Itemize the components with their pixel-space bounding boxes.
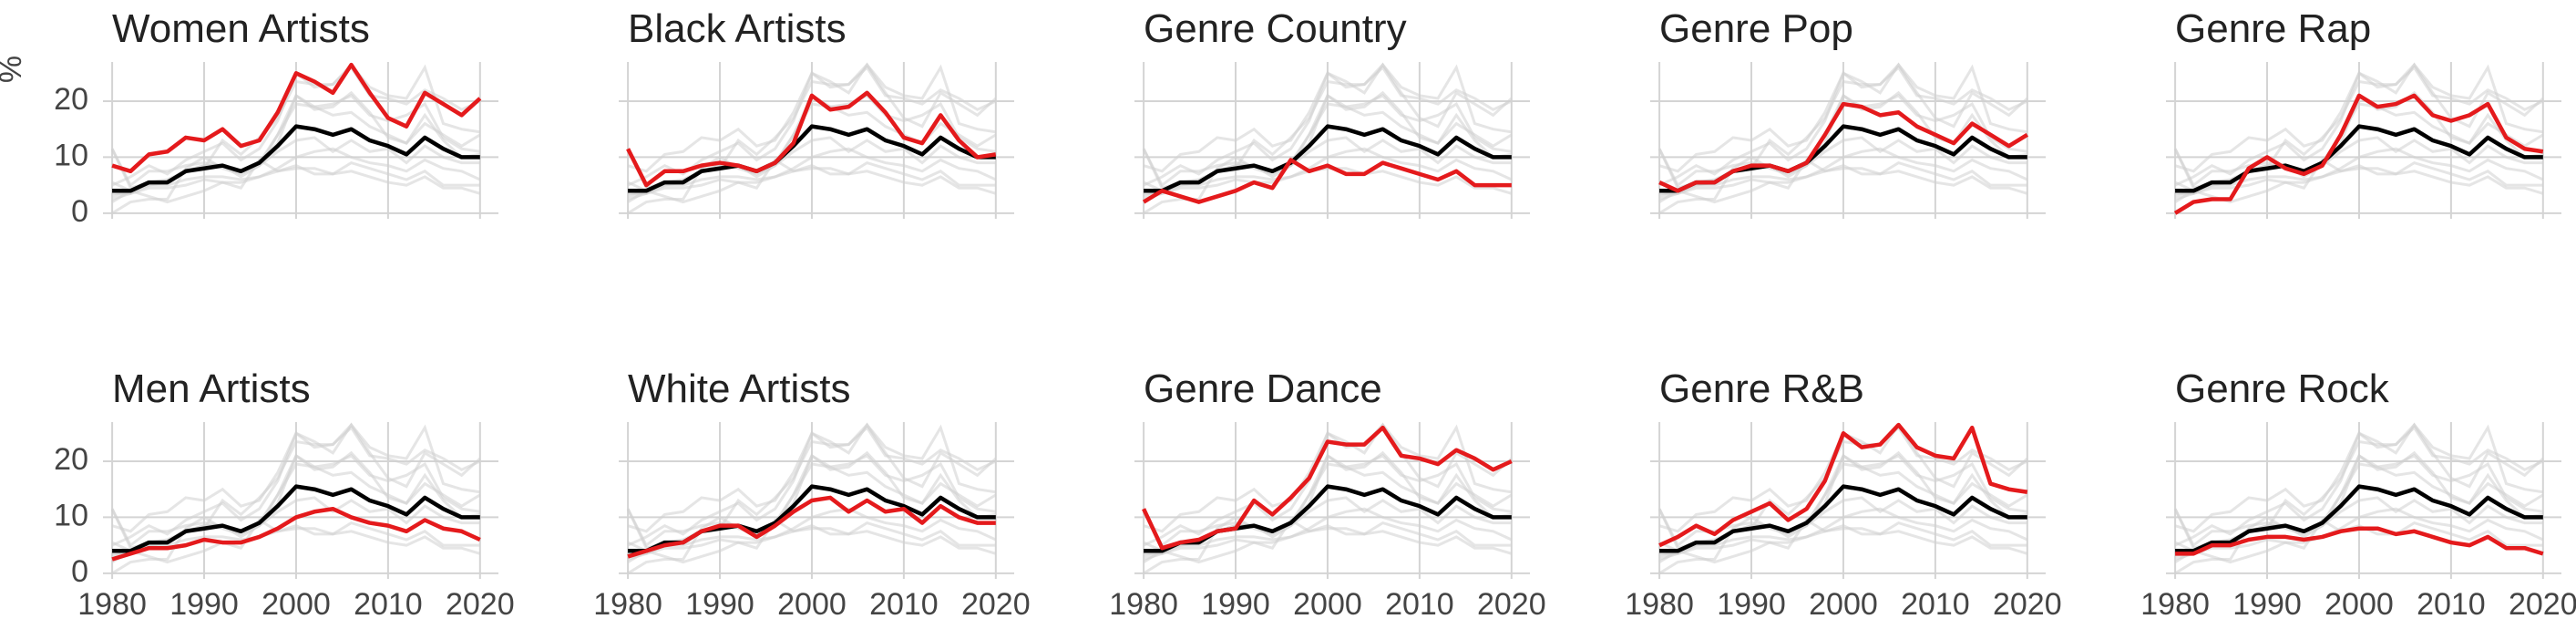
background-line — [1143, 62, 1513, 187]
x-tick-label: 1980 — [1109, 587, 1178, 619]
panel-title: Genre Country — [1144, 6, 1407, 51]
x-tick-label: 2010 — [2417, 587, 2486, 619]
background-line — [1658, 147, 2028, 201]
overall-line — [1659, 484, 2027, 553]
x-tick-label: 2000 — [2325, 587, 2394, 619]
background-line — [112, 527, 481, 555]
background-line — [1144, 527, 1513, 555]
background-line — [1144, 167, 1513, 195]
highlight-line — [2175, 526, 2544, 556]
panel-title: Genre Rock — [2175, 366, 2390, 411]
x-tick-label: 2000 — [777, 587, 847, 619]
x-tick-label: 2020 — [446, 587, 515, 619]
x-tick-label: 1990 — [1201, 587, 1270, 619]
x-tick-label: 2020 — [2509, 587, 2576, 619]
x-tick-label: 1990 — [169, 587, 239, 619]
highlight-line — [626, 90, 997, 188]
x-tick-label: 2010 — [354, 587, 423, 619]
background-line — [2174, 453, 2544, 575]
background-line — [1143, 507, 1513, 561]
background-line — [2175, 167, 2544, 195]
background-line — [1143, 93, 1513, 215]
background-line — [1658, 93, 2028, 215]
background-line — [2174, 422, 2544, 547]
background-line — [112, 167, 481, 195]
x-tick-label: 1980 — [1625, 587, 1694, 619]
y-tick-label: 20 — [54, 442, 88, 477]
background-line — [1658, 158, 2027, 204]
panel-title: Genre Dance — [1144, 366, 1382, 411]
background-line — [627, 507, 997, 561]
background-line — [1659, 527, 2028, 555]
x-tick-label: 2010 — [1385, 587, 1454, 619]
background-line — [111, 422, 481, 547]
panel-title: Genre Rap — [2175, 6, 2371, 51]
background-line — [627, 453, 997, 575]
x-tick-label: 1980 — [2140, 587, 2210, 619]
overall-line — [628, 124, 996, 193]
background-line — [2174, 507, 2544, 561]
background-line — [2174, 518, 2543, 564]
background-line — [1658, 518, 2027, 564]
background-line — [1143, 453, 1513, 575]
background-line — [2174, 158, 2543, 204]
panel-title: Genre Pop — [1659, 6, 1853, 51]
y-tick-label: 10 — [54, 138, 88, 172]
background-line — [627, 422, 997, 547]
background-line — [111, 518, 480, 564]
x-tick-label: 1980 — [593, 587, 662, 619]
x-tick-label: 2010 — [1901, 587, 1970, 619]
y-tick-label: 0 — [71, 194, 88, 229]
overall-line — [1144, 124, 1512, 193]
highlight-line — [1142, 158, 1512, 204]
background-line — [1658, 62, 2028, 187]
highlight-line — [1658, 422, 2028, 548]
x-tick-label: 2020 — [1993, 587, 2062, 619]
x-tick-label: 1990 — [685, 587, 754, 619]
background-line — [111, 158, 480, 204]
x-tick-label: 2020 — [1477, 587, 1546, 619]
y-tick-label: 10 — [54, 498, 88, 532]
overall-line — [2175, 124, 2543, 193]
x-tick-label: 2000 — [262, 587, 331, 619]
highlight-line — [111, 62, 482, 174]
overall-line — [112, 124, 480, 193]
x-tick-label: 2000 — [1809, 587, 1878, 619]
background-line — [2174, 62, 2544, 187]
highlight-line — [2173, 93, 2544, 215]
overall-line — [2175, 484, 2543, 553]
background-line — [1143, 518, 1512, 564]
panel-title: Black Artists — [628, 6, 847, 51]
panel-title: White Artists — [628, 366, 851, 411]
highlight-line — [111, 506, 481, 562]
background-line — [1658, 453, 2028, 575]
highlight-line — [627, 495, 996, 559]
background-line — [1143, 422, 1513, 547]
background-line — [628, 167, 997, 195]
overall-line — [112, 484, 480, 553]
background-line — [627, 147, 997, 201]
x-tick-label: 1980 — [77, 587, 147, 619]
y-axis-label: % — [0, 56, 28, 83]
x-tick-label: 2010 — [869, 587, 939, 619]
background-line — [628, 527, 997, 555]
x-tick-label: 2020 — [961, 587, 1031, 619]
panel-title: Men Artists — [112, 366, 311, 411]
highlight-line — [1658, 101, 2028, 193]
panel-title: Genre R&B — [1659, 366, 1864, 411]
background-line — [1143, 147, 1513, 201]
y-tick-label: 20 — [54, 82, 88, 117]
x-tick-label: 1990 — [1717, 587, 1786, 619]
panel-title: Women Artists — [112, 6, 370, 51]
x-tick-label: 2000 — [1293, 587, 1362, 619]
x-tick-label: 1990 — [2232, 587, 2302, 619]
background-line — [627, 518, 996, 564]
background-line — [111, 147, 481, 201]
highlight-line — [1142, 425, 1513, 551]
background-line — [1659, 167, 2028, 195]
background-line — [1658, 507, 2028, 561]
y-tick-label: 0 — [71, 554, 88, 589]
background-line — [627, 158, 996, 204]
